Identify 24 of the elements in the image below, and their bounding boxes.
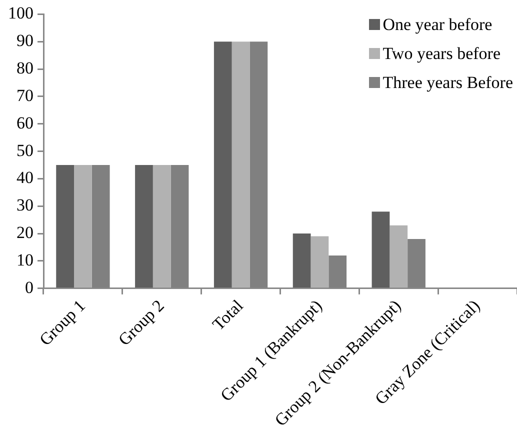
legend-label: Three years Before: [382, 72, 513, 92]
y-tick-label: 0: [25, 278, 34, 297]
legend-label: One year before: [382, 14, 492, 34]
bar: [390, 225, 408, 288]
y-tick-label: 100: [8, 4, 34, 23]
y-tick-label: 70: [16, 86, 34, 105]
y-tick-label: 60: [16, 113, 34, 132]
bar: [214, 42, 232, 288]
y-tick-label: 40: [16, 168, 34, 188]
bar: [372, 212, 390, 288]
y-tick-label: 10: [16, 250, 34, 270]
bar: [310, 236, 329, 288]
bar: [56, 165, 74, 288]
bar: [292, 234, 311, 288]
bar: [74, 165, 92, 288]
bar: [152, 165, 171, 288]
bar: [232, 42, 250, 288]
legend-label: Two years before: [382, 44, 500, 64]
y-tick-label: 80: [16, 58, 34, 78]
y-tick-label: 20: [16, 223, 34, 242]
y-tick-label: 50: [16, 140, 34, 160]
y-tick-label: 90: [16, 31, 34, 50]
bar: [135, 165, 153, 288]
y-tick-label: 30: [16, 196, 34, 215]
